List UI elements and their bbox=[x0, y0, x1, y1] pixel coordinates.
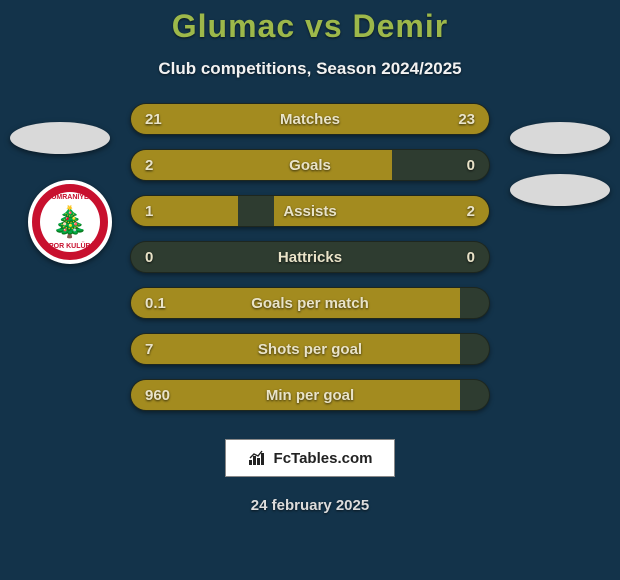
page-subtitle: Club competitions, Season 2024/2025 bbox=[0, 59, 620, 79]
stat-row: 2Goals0 bbox=[130, 149, 490, 181]
stat-label: Min per goal bbox=[131, 380, 489, 410]
tree-icon: 🎄 bbox=[51, 205, 88, 240]
club-badge: ÜMRANİYE 🎄 SPOR KULÜBÜ bbox=[28, 180, 112, 264]
stat-row: 7Shots per goal bbox=[130, 333, 490, 365]
stat-label: Hattricks bbox=[131, 242, 489, 272]
footer-logo: FcTables.com bbox=[225, 439, 395, 477]
stat-label: Goals per match bbox=[131, 288, 489, 318]
stat-row: 0Hattricks0 bbox=[130, 241, 490, 273]
stat-label: Assists bbox=[131, 196, 489, 226]
stat-value-right: 23 bbox=[458, 104, 475, 134]
club-badge-inner: ÜMRANİYE 🎄 SPOR KULÜBÜ bbox=[40, 192, 100, 252]
footer-date: 24 february 2025 bbox=[0, 497, 620, 514]
stat-row: 21Matches23 bbox=[130, 103, 490, 135]
stat-value-right: 0 bbox=[467, 242, 475, 272]
stat-row: 960Min per goal bbox=[130, 379, 490, 411]
comparison-infographic: Glumac vs Demir Club competitions, Seaso… bbox=[0, 0, 620, 580]
stat-label: Shots per goal bbox=[131, 334, 489, 364]
stat-label: Matches bbox=[131, 104, 489, 134]
footer-logo-text: FcTables.com bbox=[274, 450, 373, 467]
player-right-marker bbox=[510, 122, 610, 154]
player-left-marker bbox=[10, 122, 110, 154]
stat-bars-container: 21Matches232Goals01Assists20Hattricks00.… bbox=[130, 103, 490, 411]
club-badge-bottom-text: SPOR KULÜBÜ bbox=[40, 243, 100, 250]
stat-value-right: 0 bbox=[467, 150, 475, 180]
stat-row: 0.1Goals per match bbox=[130, 287, 490, 319]
stat-row: 1Assists2 bbox=[130, 195, 490, 227]
page-title: Glumac vs Demir bbox=[0, 8, 620, 45]
stat-label: Goals bbox=[131, 150, 489, 180]
player-right-marker-2 bbox=[510, 174, 610, 206]
club-badge-top-text: ÜMRANİYE bbox=[40, 194, 100, 201]
stat-value-right: 2 bbox=[467, 196, 475, 226]
chart-icon bbox=[248, 450, 268, 466]
